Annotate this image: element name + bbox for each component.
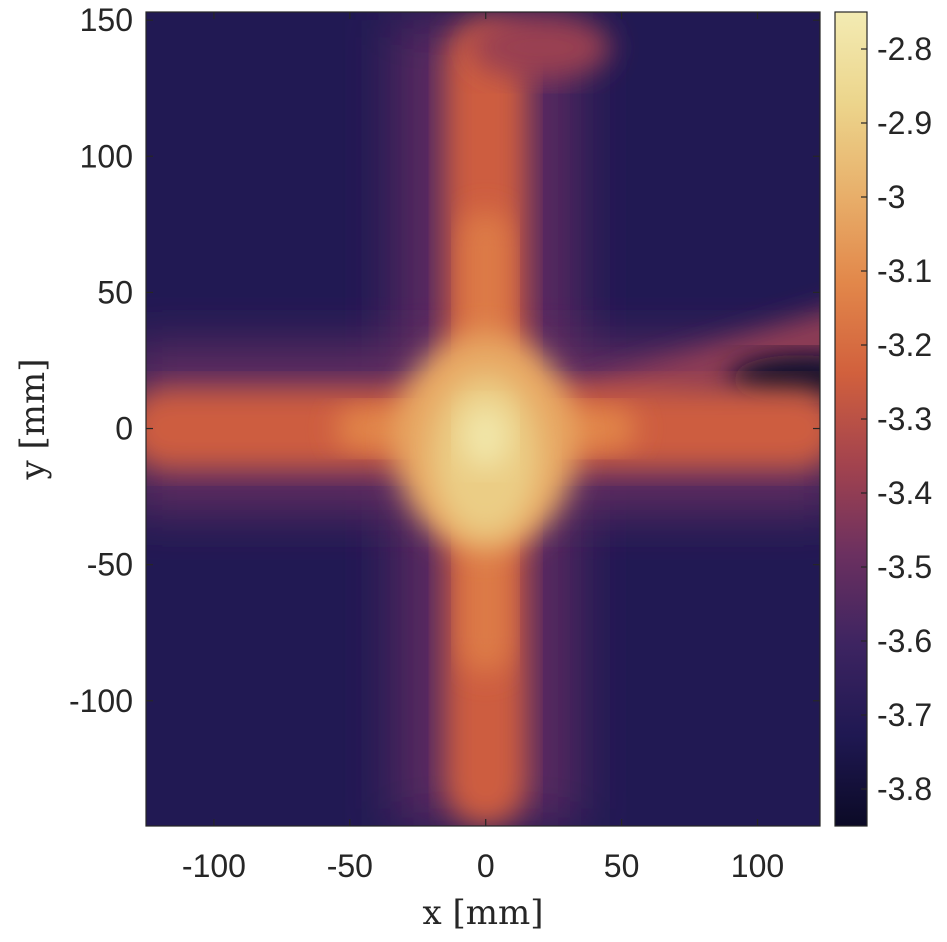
y-axis-label: y [mm]	[13, 358, 53, 480]
peak-core	[461, 404, 511, 470]
colorbar-tick-label: -2.8	[877, 31, 932, 67]
x-tick-label: 0	[477, 848, 495, 884]
colorbar-tick-label: -3.8	[877, 771, 932, 807]
y-tick-label: 0	[115, 411, 133, 447]
y-tick-label: 50	[97, 274, 133, 310]
x-tick-label: 100	[731, 848, 784, 884]
plot-area	[146, 12, 820, 826]
x-tick-label: -50	[327, 848, 373, 884]
colorbar-tick-label: -2.9	[877, 105, 932, 141]
y-tick-label: -50	[87, 547, 133, 583]
colorbar-ticks: -3.8 -3.7 -3.6 -3.5 -3.4 -3.3 -3.2 -3.1 -3 -2.9 -2…	[861, 31, 932, 807]
colorbar-tick-label: -3.1	[877, 253, 932, 289]
colorbar-tick-label: -3.4	[877, 475, 932, 511]
y-tick-label: -100	[69, 683, 133, 719]
colorbar-tick-label: -3	[877, 179, 905, 215]
x-tick-label: -100	[182, 848, 246, 884]
plot-frame	[145, 11, 821, 827]
colorbar-tick-label: -3.5	[877, 549, 932, 585]
heatmap-features	[146, 14, 820, 826]
x-axis-label: x [mm]	[423, 893, 544, 933]
colorbar-tick-label: -3.6	[877, 623, 932, 659]
colorbar-tick-label: -3.2	[877, 327, 932, 363]
top-blob	[469, 14, 611, 81]
y-axis: -100 -50 0 50 100 150	[69, 2, 820, 719]
x-axis: -100 -50 0 50 100	[182, 12, 784, 884]
colorbar-tick-label: -3.3	[877, 401, 932, 437]
colorbar-tick-label: -3.7	[877, 697, 932, 733]
y-tick-label: 150	[80, 2, 133, 38]
x-tick-label: 50	[604, 848, 640, 884]
y-tick-label: 100	[80, 138, 133, 174]
